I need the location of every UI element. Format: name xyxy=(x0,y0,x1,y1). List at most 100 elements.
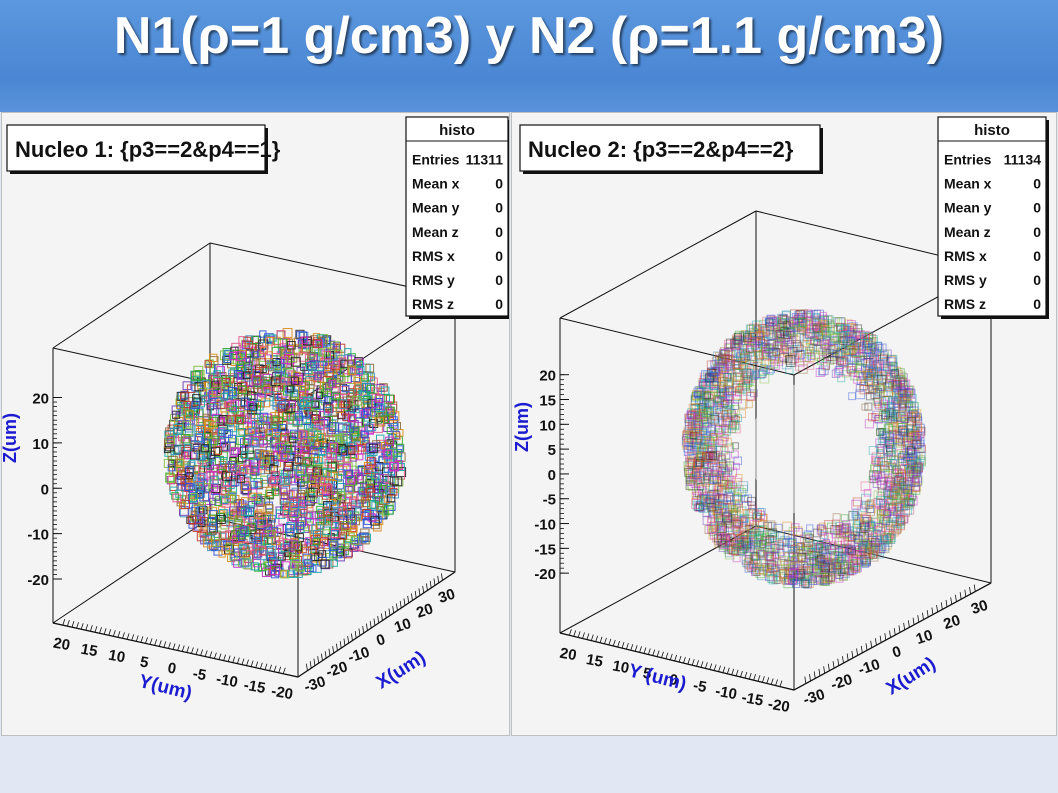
data-point xyxy=(853,563,861,571)
data-point xyxy=(857,539,865,547)
data-point xyxy=(173,426,182,436)
data-point xyxy=(366,474,374,482)
data-point xyxy=(721,399,729,407)
data-point xyxy=(894,502,904,512)
data-point xyxy=(216,469,227,479)
data-point xyxy=(903,441,912,450)
data-point xyxy=(729,420,740,430)
data-point xyxy=(737,488,747,497)
data-point xyxy=(826,357,834,365)
y-minor-tick xyxy=(273,665,277,672)
data-point xyxy=(248,457,259,467)
data-point xyxy=(223,352,232,361)
data-point xyxy=(823,575,832,585)
data-point xyxy=(333,393,341,401)
data-point xyxy=(892,479,901,488)
data-point xyxy=(366,488,376,497)
data-point xyxy=(798,318,807,327)
data-point xyxy=(875,499,886,509)
data-point xyxy=(353,408,364,419)
data-point xyxy=(872,470,881,479)
data-point xyxy=(724,549,735,560)
data-point xyxy=(842,334,853,344)
data-point xyxy=(855,384,864,393)
data-point xyxy=(714,500,723,508)
data-point xyxy=(773,328,783,337)
data-point xyxy=(696,495,707,505)
data-point xyxy=(742,500,752,511)
data-point xyxy=(723,544,733,554)
data-point xyxy=(694,397,704,407)
y-minor-tick xyxy=(158,640,162,647)
data-point xyxy=(708,507,717,516)
stats-title: histo xyxy=(439,122,475,139)
data-point xyxy=(903,484,911,492)
data-point xyxy=(720,537,728,545)
data-point xyxy=(865,377,874,386)
data-point xyxy=(866,499,875,508)
data-point xyxy=(854,328,863,337)
data-point xyxy=(910,478,919,487)
data-point xyxy=(693,387,704,398)
data-point xyxy=(711,412,720,421)
data-point xyxy=(836,357,844,365)
data-point xyxy=(167,463,176,472)
data-point xyxy=(795,332,804,341)
data-point xyxy=(886,496,896,505)
data-point xyxy=(895,487,903,496)
data-point xyxy=(760,343,771,354)
data-point xyxy=(814,344,822,352)
data-point xyxy=(248,437,258,447)
data-point xyxy=(718,542,728,552)
data-point xyxy=(218,415,228,424)
data-point xyxy=(903,454,911,462)
data-point xyxy=(911,414,920,423)
data-point xyxy=(901,438,909,446)
data-point xyxy=(809,572,818,580)
data-point xyxy=(893,425,902,434)
data-point xyxy=(685,473,696,484)
data-point xyxy=(750,544,760,555)
data-point xyxy=(712,533,722,543)
data-point xyxy=(259,412,269,422)
data-point xyxy=(196,409,204,418)
data-point xyxy=(886,409,896,419)
data-point xyxy=(896,515,906,525)
x-axis-title: X(um) xyxy=(373,647,430,693)
data-point xyxy=(746,370,756,380)
data-point xyxy=(265,489,274,499)
data-point xyxy=(855,513,863,522)
data-point xyxy=(267,557,277,566)
data-point xyxy=(891,418,899,426)
data-point xyxy=(732,527,741,536)
data-point xyxy=(893,378,902,387)
data-point xyxy=(904,431,913,440)
data-point xyxy=(820,576,830,586)
data-point xyxy=(756,550,767,561)
data-point xyxy=(745,359,755,369)
data-point xyxy=(362,508,371,517)
data-point xyxy=(857,506,866,516)
data-point xyxy=(695,457,705,467)
data-point xyxy=(723,391,734,401)
data-point xyxy=(700,463,710,473)
data-point xyxy=(702,422,712,433)
data-point xyxy=(713,364,723,374)
x-minor-tick xyxy=(433,578,436,586)
data-point xyxy=(318,446,327,455)
data-point xyxy=(722,372,732,382)
data-point xyxy=(817,347,826,356)
data-point xyxy=(816,564,827,575)
data-point xyxy=(278,424,287,432)
data-point xyxy=(905,480,913,488)
data-point xyxy=(845,341,854,350)
data-point xyxy=(254,377,265,388)
data-point xyxy=(264,391,275,402)
data-point xyxy=(802,532,811,541)
data-point xyxy=(806,550,816,561)
data-point xyxy=(744,335,754,345)
data-point xyxy=(764,539,772,547)
data-point xyxy=(280,569,290,579)
data-point xyxy=(904,480,915,491)
data-point xyxy=(720,395,730,405)
